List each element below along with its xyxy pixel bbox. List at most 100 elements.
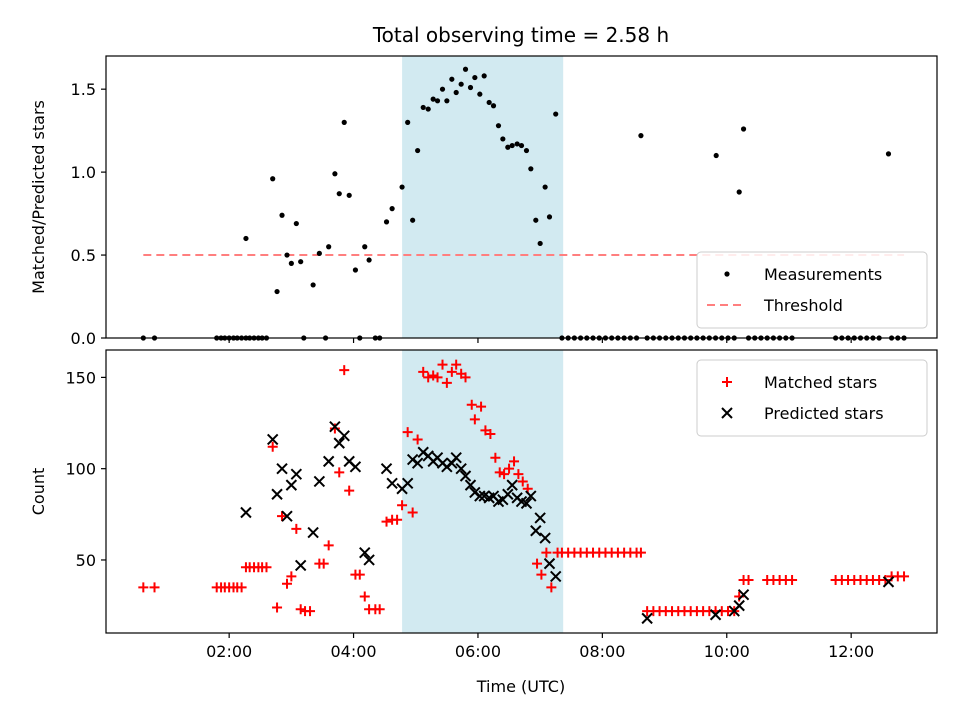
data-point	[458, 81, 464, 87]
data-point	[450, 452, 462, 464]
data-point	[295, 604, 306, 615]
x-tick-label: 02:00	[206, 642, 252, 661]
data-point	[430, 96, 436, 102]
data-point	[490, 452, 501, 463]
data-point	[298, 259, 304, 265]
data-point	[485, 428, 496, 439]
data-point	[542, 184, 548, 190]
data-point	[546, 582, 557, 593]
data-point	[399, 184, 405, 190]
data-point	[505, 144, 511, 150]
data-point	[472, 74, 478, 81]
data-point	[709, 609, 722, 621]
legend-box	[696, 251, 928, 329]
legend-marker	[722, 377, 732, 387]
data-point	[240, 506, 252, 519]
data-point	[149, 582, 160, 593]
data-point	[313, 475, 326, 488]
data-point	[279, 212, 285, 218]
legend-label: Matched stars	[764, 373, 877, 392]
legend-box	[696, 359, 928, 437]
data-point	[737, 588, 750, 601]
y-tick-label: 100	[65, 460, 96, 479]
series-predicted-stars	[240, 420, 895, 625]
y-tick-label: 150	[65, 368, 96, 387]
axes-frame	[105, 349, 938, 634]
data-point	[506, 479, 518, 491]
data-point	[513, 469, 524, 480]
data-point	[332, 171, 338, 177]
data-point	[323, 540, 334, 551]
data-point	[532, 558, 543, 569]
data-point	[525, 490, 537, 502]
data-point	[359, 546, 371, 559]
observing-window-span	[402, 56, 564, 338]
data-point	[441, 377, 452, 388]
data-point	[541, 547, 552, 558]
data-point	[329, 420, 341, 433]
data-point	[346, 192, 352, 198]
data-point	[294, 559, 307, 572]
data-point	[316, 250, 322, 256]
data-point	[366, 257, 372, 263]
x-tick-label: 12:00	[828, 642, 874, 661]
x-tick-label: 08:00	[579, 642, 625, 661]
data-point	[517, 476, 528, 487]
data-point	[740, 126, 747, 132]
data-point	[281, 510, 293, 522]
data-point	[464, 479, 477, 491]
data-point	[638, 133, 644, 139]
data-point	[520, 497, 533, 510]
data-point	[412, 434, 423, 445]
data-point	[787, 575, 798, 586]
data-point	[537, 240, 543, 247]
data-point	[528, 166, 534, 172]
data-point	[267, 441, 278, 452]
data-point	[272, 602, 283, 613]
data-point	[449, 76, 455, 82]
data-point	[415, 147, 421, 154]
data-point	[291, 523, 302, 534]
data-point	[481, 73, 487, 79]
data-point	[743, 575, 754, 586]
data-point	[276, 462, 288, 475]
data-point	[354, 569, 365, 580]
data-point	[460, 372, 471, 383]
data-point	[533, 217, 539, 223]
data-point	[282, 578, 293, 589]
y-tick-label: 0.0	[71, 329, 96, 348]
data-point	[305, 606, 316, 617]
data-point	[338, 430, 350, 442]
data-point	[334, 467, 345, 478]
data-point	[437, 359, 448, 370]
data-point	[439, 86, 446, 92]
y-tick-label: 0.5	[71, 246, 96, 265]
data-point	[543, 557, 556, 570]
data-point	[310, 282, 316, 288]
data-point	[635, 547, 646, 558]
data-point	[476, 401, 487, 412]
data-point	[514, 141, 520, 147]
data-point	[423, 372, 434, 383]
data-point	[362, 244, 368, 250]
data-point	[359, 591, 370, 602]
data-point	[509, 142, 515, 149]
data-point	[410, 217, 416, 223]
data-point	[451, 359, 462, 370]
y-tick-label: 1.0	[71, 163, 96, 182]
data-point	[425, 106, 431, 112]
legend: Measurements Threshold	[696, 251, 928, 329]
data-point	[363, 554, 375, 566]
data-point	[402, 427, 413, 438]
data-point	[523, 147, 530, 154]
data-point	[453, 89, 459, 96]
data-point	[138, 582, 149, 593]
data-point	[539, 532, 551, 544]
data-point	[553, 111, 559, 117]
data-point	[352, 267, 359, 273]
data-point	[374, 604, 385, 615]
data-point	[290, 468, 303, 480]
data-point	[466, 399, 477, 410]
data-point	[333, 437, 345, 449]
data-point	[530, 525, 542, 537]
